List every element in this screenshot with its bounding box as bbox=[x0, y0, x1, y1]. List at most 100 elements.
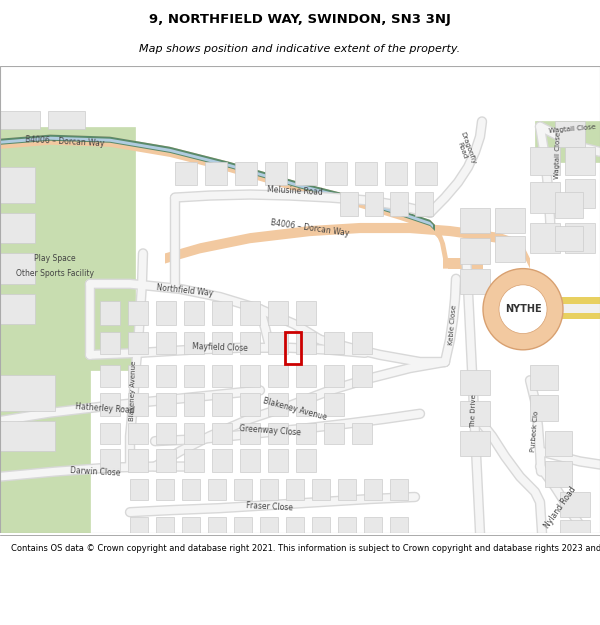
Polygon shape bbox=[156, 423, 176, 444]
Text: Wagtail Close: Wagtail Close bbox=[554, 131, 562, 179]
Polygon shape bbox=[128, 365, 148, 388]
Polygon shape bbox=[128, 301, 148, 326]
Polygon shape bbox=[100, 331, 120, 354]
Polygon shape bbox=[495, 208, 525, 233]
Polygon shape bbox=[268, 331, 288, 354]
Polygon shape bbox=[212, 449, 232, 472]
Polygon shape bbox=[184, 423, 204, 444]
Polygon shape bbox=[128, 423, 148, 444]
Polygon shape bbox=[495, 236, 525, 261]
Polygon shape bbox=[296, 449, 316, 472]
Text: Other Sports Facility: Other Sports Facility bbox=[16, 269, 94, 278]
Polygon shape bbox=[312, 479, 330, 500]
Text: Fraser Close: Fraser Close bbox=[247, 501, 293, 513]
Text: Dragonfly
Road: Dragonfly Road bbox=[453, 131, 477, 167]
Polygon shape bbox=[234, 479, 252, 500]
Polygon shape bbox=[565, 147, 595, 175]
Polygon shape bbox=[390, 192, 408, 216]
Polygon shape bbox=[156, 365, 176, 388]
Polygon shape bbox=[100, 449, 120, 472]
Polygon shape bbox=[0, 421, 55, 451]
Polygon shape bbox=[0, 111, 40, 129]
Polygon shape bbox=[268, 423, 288, 444]
Polygon shape bbox=[0, 294, 35, 324]
Polygon shape bbox=[240, 449, 260, 472]
Polygon shape bbox=[156, 394, 176, 416]
Polygon shape bbox=[286, 479, 304, 500]
Polygon shape bbox=[156, 301, 176, 326]
Polygon shape bbox=[0, 134, 440, 240]
Polygon shape bbox=[296, 331, 316, 354]
Polygon shape bbox=[340, 192, 358, 216]
Polygon shape bbox=[415, 192, 433, 216]
Polygon shape bbox=[415, 162, 437, 186]
Polygon shape bbox=[184, 301, 204, 326]
Polygon shape bbox=[565, 223, 595, 253]
Polygon shape bbox=[530, 182, 560, 213]
Polygon shape bbox=[545, 431, 572, 456]
Polygon shape bbox=[212, 394, 232, 416]
Polygon shape bbox=[184, 394, 204, 416]
Polygon shape bbox=[325, 162, 347, 186]
Polygon shape bbox=[165, 223, 530, 269]
Polygon shape bbox=[560, 492, 590, 518]
Text: NYTHE: NYTHE bbox=[505, 304, 541, 314]
Text: Blakeney Avenue: Blakeney Avenue bbox=[129, 360, 137, 421]
Polygon shape bbox=[338, 479, 356, 500]
Polygon shape bbox=[182, 479, 200, 500]
Polygon shape bbox=[128, 394, 148, 416]
Polygon shape bbox=[260, 479, 278, 500]
Polygon shape bbox=[130, 518, 148, 532]
Polygon shape bbox=[48, 111, 85, 129]
Polygon shape bbox=[205, 162, 227, 186]
Polygon shape bbox=[296, 394, 316, 416]
Polygon shape bbox=[390, 518, 408, 532]
Polygon shape bbox=[560, 297, 600, 319]
Polygon shape bbox=[530, 365, 558, 391]
Text: Mayfield Close: Mayfield Close bbox=[192, 342, 248, 353]
Polygon shape bbox=[324, 365, 344, 388]
Polygon shape bbox=[240, 331, 260, 354]
Polygon shape bbox=[208, 479, 226, 500]
Text: Play Space: Play Space bbox=[34, 254, 76, 263]
Polygon shape bbox=[545, 461, 572, 487]
Polygon shape bbox=[296, 423, 316, 444]
Polygon shape bbox=[338, 518, 356, 532]
Polygon shape bbox=[390, 479, 408, 500]
Polygon shape bbox=[530, 147, 560, 175]
Polygon shape bbox=[0, 253, 35, 284]
Polygon shape bbox=[324, 394, 344, 416]
Polygon shape bbox=[0, 167, 35, 202]
Polygon shape bbox=[385, 162, 407, 186]
Polygon shape bbox=[240, 394, 260, 416]
Text: Darwin Close: Darwin Close bbox=[70, 466, 121, 478]
Text: Northfield Way: Northfield Way bbox=[156, 284, 214, 298]
Polygon shape bbox=[535, 121, 600, 162]
Polygon shape bbox=[182, 518, 200, 532]
Polygon shape bbox=[364, 479, 382, 500]
Polygon shape bbox=[352, 365, 372, 388]
Polygon shape bbox=[352, 423, 372, 444]
Polygon shape bbox=[0, 213, 35, 243]
Polygon shape bbox=[208, 518, 226, 532]
Polygon shape bbox=[0, 375, 55, 411]
Polygon shape bbox=[295, 162, 317, 186]
Text: Greenway Close: Greenway Close bbox=[239, 424, 301, 438]
Polygon shape bbox=[130, 479, 148, 500]
Polygon shape bbox=[156, 518, 174, 532]
Polygon shape bbox=[555, 226, 583, 251]
Bar bbox=[285, 331, 301, 364]
Polygon shape bbox=[260, 518, 278, 532]
Polygon shape bbox=[460, 431, 490, 456]
Polygon shape bbox=[460, 238, 490, 264]
Polygon shape bbox=[100, 423, 120, 444]
Polygon shape bbox=[100, 365, 120, 388]
Polygon shape bbox=[555, 121, 585, 147]
Polygon shape bbox=[460, 208, 490, 233]
Circle shape bbox=[483, 269, 563, 350]
Polygon shape bbox=[0, 370, 90, 532]
Polygon shape bbox=[234, 518, 252, 532]
Text: The Drive: The Drive bbox=[470, 394, 478, 428]
Circle shape bbox=[499, 285, 547, 334]
Polygon shape bbox=[560, 304, 600, 313]
